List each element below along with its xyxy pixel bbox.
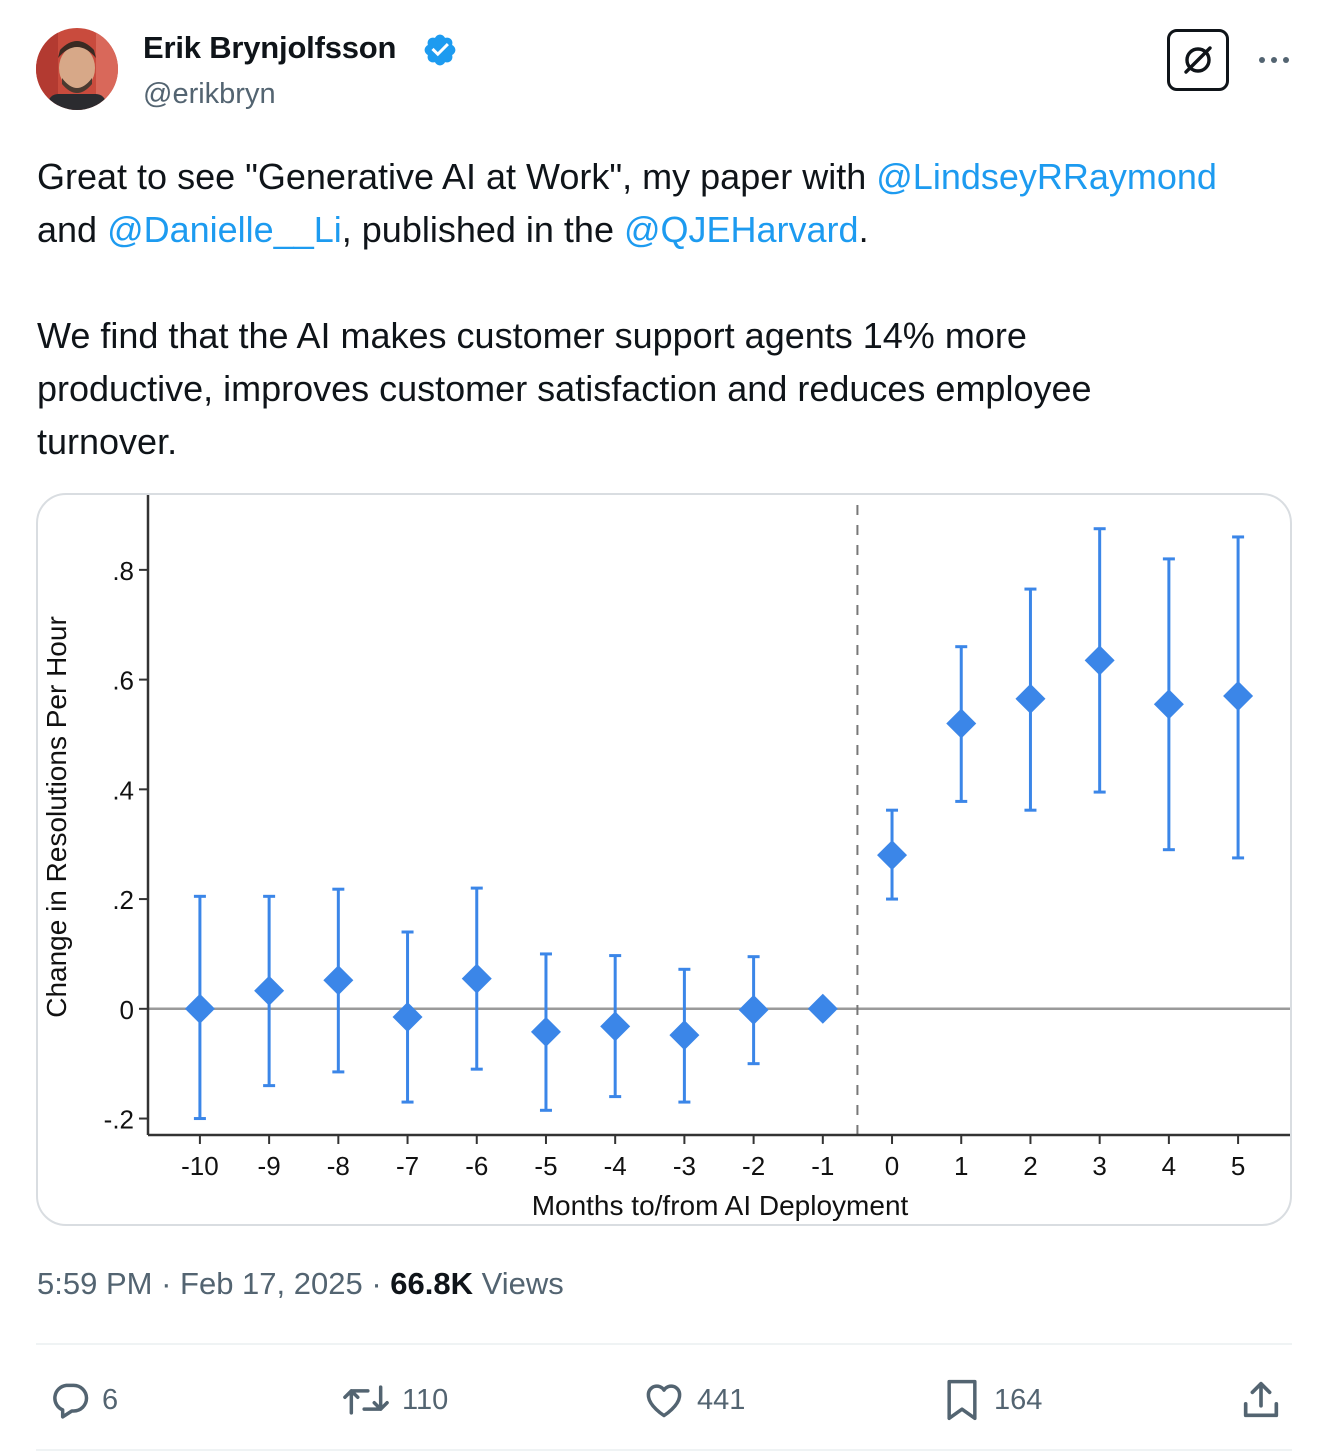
avatar-image xyxy=(36,28,118,110)
x-tick-label: -4 xyxy=(604,1151,627,1181)
x-tick-label: -10 xyxy=(181,1151,219,1181)
tweet-text-segment: , published in the xyxy=(341,209,624,250)
reply-button[interactable]: 6 xyxy=(48,1376,118,1424)
y-axis-label: Change in Resolutions Per Hour xyxy=(41,616,72,1018)
views-count: 66.8K xyxy=(390,1266,474,1301)
x-tick-label: -3 xyxy=(673,1151,696,1181)
tweet-text: Great to see "Generative AI at Work", my… xyxy=(37,150,1297,468)
event-study-chart: -.20.2.4.6.8-10 -9 -8 -7 -6 -5 -4 -3 -2 -1 0 1 2 3 4 5 … xyxy=(41,495,1290,1221)
author-handle[interactable]: @erikbryn xyxy=(143,78,276,110)
x-tick-label: -1 xyxy=(811,1151,834,1181)
tweet-text-segment: . We find that the AI makes customer sup… xyxy=(37,209,1092,462)
data-point-marker xyxy=(877,840,908,871)
bookmark-icon xyxy=(947,1379,977,1421)
data-point-marker xyxy=(530,1016,561,1047)
more-icon[interactable] xyxy=(1252,40,1296,80)
like-icon xyxy=(646,1384,682,1418)
tweet-date[interactable]: Feb 17, 2025 xyxy=(180,1266,363,1301)
data-point-marker xyxy=(392,1002,423,1033)
data-point-marker xyxy=(254,975,285,1006)
x-tick-label: -5 xyxy=(534,1151,557,1181)
bookmark-button[interactable]: 164 xyxy=(940,1376,1042,1424)
tweet-media[interactable]: -.2 0.2.4.6.8 -10 -9 -8 -7 -6 -5 -4 -3 -2 -1 0 1 2 3 4 5 … xyxy=(36,493,1292,1226)
like-count: 441 xyxy=(697,1383,746,1416)
data-point-marker xyxy=(1153,689,1184,720)
y-tick-label: -.2 xyxy=(104,1105,134,1135)
data-point-marker xyxy=(600,1011,631,1042)
data-point-marker xyxy=(807,993,838,1024)
meta-separator: · xyxy=(161,1266,181,1301)
author-name[interactable]: Erik Brynjolfsson xyxy=(143,30,397,65)
bookmark-count: 164 xyxy=(994,1383,1043,1416)
data-point-marker xyxy=(1015,683,1046,714)
data-point-marker xyxy=(738,994,769,1025)
divider xyxy=(36,1449,1292,1451)
x-tick-label: -9 xyxy=(258,1151,281,1181)
y-tick-label: .4 xyxy=(112,775,134,805)
data-point-marker xyxy=(184,993,215,1024)
tweet-meta: 5:59 PM · Feb 17, 2025 · 66.8K Views xyxy=(37,1266,564,1302)
reply-icon xyxy=(53,1383,89,1419)
x-tick-label: 1 xyxy=(954,1151,968,1181)
repost-count: 110 xyxy=(402,1383,449,1416)
x-tick-label: 5 xyxy=(1231,1151,1245,1181)
x-tick-label: -2 xyxy=(742,1151,765,1181)
y-tick-label: .6 xyxy=(112,666,134,696)
y-tick-label: .8 xyxy=(112,556,134,586)
tweet-text-segment: Great to see "Generative AI at Work", my… xyxy=(37,156,877,197)
data-point-marker xyxy=(946,708,977,739)
x-axis-label: Months to/from AI Deployment xyxy=(532,1190,909,1221)
data-point-marker xyxy=(323,965,354,996)
x-tick-label: -7 xyxy=(396,1151,419,1181)
grok-icon xyxy=(1184,46,1212,74)
tweet-text-segment: and xyxy=(37,209,98,250)
verified-badge-icon[interactable] xyxy=(422,32,458,68)
x-tick-label: -8 xyxy=(327,1151,350,1181)
mention-link[interactable]: @Danielle__Li xyxy=(107,209,342,250)
repost-icon xyxy=(343,1385,389,1415)
x-tick-label: -6 xyxy=(465,1151,488,1181)
y-tick-label: .2 xyxy=(112,885,134,915)
reply-count: 6 xyxy=(102,1383,119,1416)
x-tick-label: 4 xyxy=(1162,1151,1176,1181)
data-point-marker xyxy=(461,963,492,994)
tweet-time[interactable]: 5:59 PM xyxy=(37,1266,153,1301)
mention-link[interactable]: @LindseyRRaymond xyxy=(876,156,1217,197)
share-button[interactable] xyxy=(1238,1376,1284,1424)
grok-button[interactable] xyxy=(1167,29,1229,91)
y-tick-label: 0 xyxy=(120,995,134,1025)
x-tick-label: 0 xyxy=(885,1151,899,1181)
repost-button[interactable]: 110 xyxy=(340,1376,448,1424)
data-point-marker xyxy=(1084,645,1115,676)
meta-separator: · xyxy=(371,1266,391,1301)
data-point-marker xyxy=(1223,681,1254,712)
divider xyxy=(36,1343,1292,1345)
data-point-marker xyxy=(669,1020,700,1051)
x-tick-label: 3 xyxy=(1092,1151,1106,1181)
share-icon xyxy=(1243,1381,1279,1418)
avatar[interactable] xyxy=(36,28,118,110)
mention-link[interactable]: @QJEHarvard xyxy=(623,209,859,250)
views-label: Views xyxy=(481,1266,564,1301)
like-button[interactable]: 441 xyxy=(641,1376,745,1424)
x-tick-label: 2 xyxy=(1023,1151,1037,1181)
